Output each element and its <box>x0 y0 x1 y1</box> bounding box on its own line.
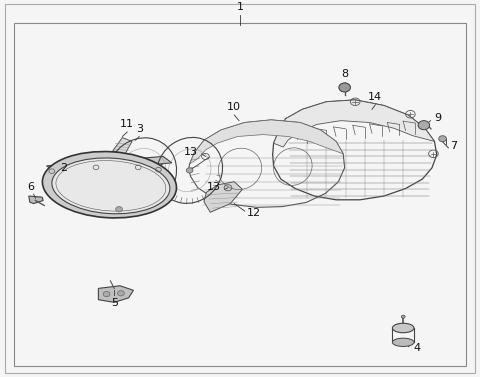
Polygon shape <box>29 196 43 204</box>
Circle shape <box>186 168 193 173</box>
Text: 3: 3 <box>136 124 143 134</box>
Text: 13: 13 <box>184 147 198 156</box>
Text: 2: 2 <box>60 163 67 173</box>
Text: 10: 10 <box>227 102 241 112</box>
Circle shape <box>118 291 124 296</box>
Polygon shape <box>190 120 343 164</box>
Polygon shape <box>98 286 133 302</box>
Ellipse shape <box>42 152 177 218</box>
Ellipse shape <box>392 338 414 346</box>
Ellipse shape <box>392 323 414 333</box>
Text: 14: 14 <box>368 92 383 102</box>
Polygon shape <box>274 100 434 147</box>
Text: 12: 12 <box>247 208 261 218</box>
Text: 8: 8 <box>341 69 348 79</box>
Circle shape <box>401 315 405 318</box>
Text: 11: 11 <box>120 119 134 129</box>
Polygon shape <box>113 138 132 155</box>
Circle shape <box>418 121 430 130</box>
Polygon shape <box>89 205 148 216</box>
Text: 13: 13 <box>207 182 221 192</box>
Text: 1: 1 <box>237 2 243 12</box>
Circle shape <box>116 207 122 212</box>
Circle shape <box>339 83 350 92</box>
Polygon shape <box>204 182 242 212</box>
Circle shape <box>103 291 110 297</box>
Text: 7: 7 <box>450 141 457 151</box>
Circle shape <box>138 170 145 176</box>
Text: 5: 5 <box>111 298 118 308</box>
Text: 4: 4 <box>414 343 421 352</box>
Polygon shape <box>47 156 172 173</box>
Circle shape <box>439 136 446 142</box>
Text: 9: 9 <box>434 113 442 123</box>
Text: 6: 6 <box>28 181 35 192</box>
Ellipse shape <box>52 158 170 214</box>
